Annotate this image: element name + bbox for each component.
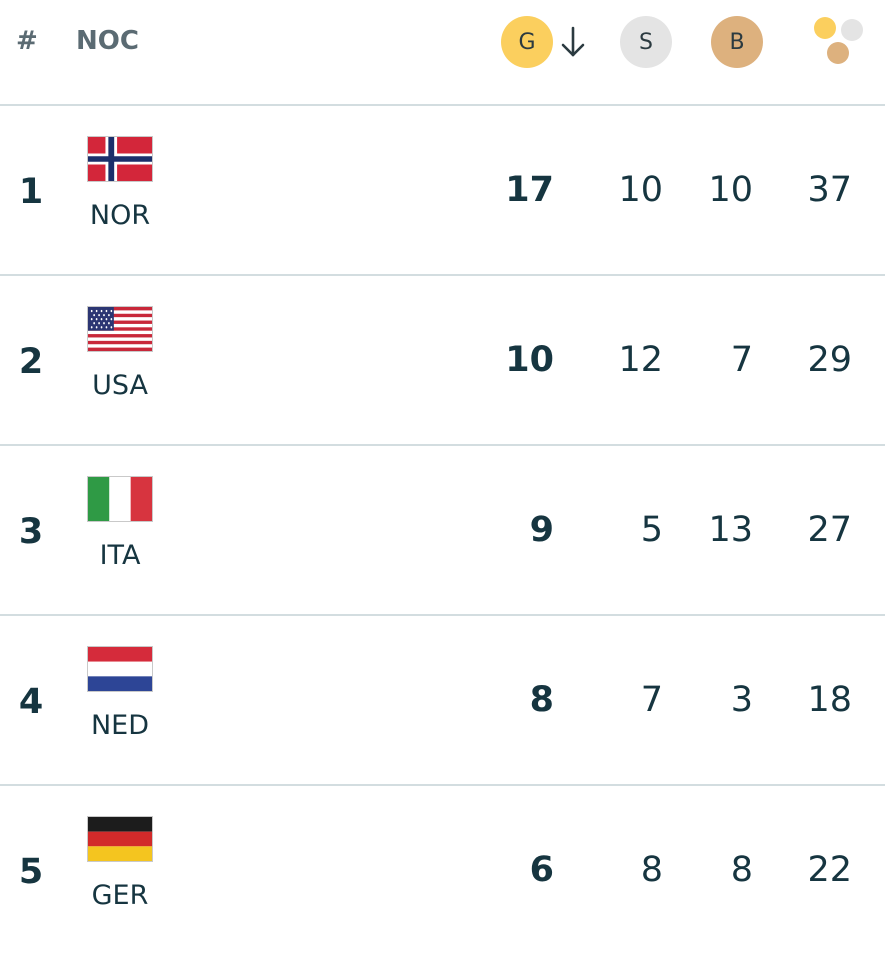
total-count: 29 <box>807 340 852 380</box>
rank-value: 1 <box>18 172 44 212</box>
row-divider <box>0 784 885 786</box>
silver-count: 7 <box>640 680 663 720</box>
table-row[interactable]: 1 NOR 17 10 10 37 <box>0 106 885 274</box>
gold-count: 10 <box>505 340 554 380</box>
flag-italy <box>87 476 153 522</box>
rank-value: 5 <box>18 852 44 892</box>
gold-count: 8 <box>529 680 554 720</box>
bronze-column-header[interactable]: B <box>711 16 763 68</box>
flag-norway <box>87 136 153 182</box>
medal-table: # NOC G S B 1 <box>0 0 885 911</box>
silver-column-header[interactable]: S <box>620 16 672 68</box>
gold-count: 17 <box>505 170 554 210</box>
arrow-down-icon[interactable] <box>559 24 587 60</box>
row-divider <box>0 444 885 446</box>
noc-column-header[interactable]: NOC <box>76 26 139 56</box>
total-count: 18 <box>807 680 852 720</box>
total-count: 37 <box>807 170 852 210</box>
bronze-count: 10 <box>708 170 753 210</box>
total-count: 27 <box>807 510 852 550</box>
bronze-count: 7 <box>730 340 753 380</box>
bronze-count: 3 <box>730 680 753 720</box>
row-divider <box>0 104 885 106</box>
row-divider <box>0 614 885 616</box>
table-header: # NOC G S B <box>0 0 885 104</box>
silver-count: 12 <box>618 340 663 380</box>
table-row[interactable]: 3 ITA 9 5 13 27 <box>0 446 885 614</box>
noc-code[interactable]: ITA <box>99 540 141 571</box>
silver-count: 8 <box>640 850 663 890</box>
rank-column-header[interactable]: # <box>16 26 38 56</box>
bronze-count: 8 <box>730 850 753 890</box>
rank-value: 2 <box>18 342 44 382</box>
noc-code[interactable]: USA <box>92 370 148 401</box>
noc-code[interactable]: GER <box>91 880 149 911</box>
table-row[interactable]: 2 USA 10 1 <box>0 276 885 444</box>
gold-count: 9 <box>529 510 554 550</box>
flag-usa <box>87 306 153 352</box>
bronze-count: 13 <box>708 510 753 550</box>
gold-count: 6 <box>529 850 554 890</box>
silver-count: 10 <box>618 170 663 210</box>
rank-value: 4 <box>18 682 44 722</box>
silver-count: 5 <box>640 510 663 550</box>
table-row[interactable]: 5 GER 6 8 8 22 <box>0 786 885 954</box>
total-count: 22 <box>807 850 852 890</box>
flag-netherlands <box>87 646 153 692</box>
rank-value: 3 <box>18 512 44 552</box>
gold-column-header[interactable]: G <box>501 16 553 68</box>
noc-code[interactable]: NOR <box>89 200 151 231</box>
table-row[interactable]: 4 NED 8 7 3 18 <box>0 616 885 784</box>
row-divider <box>0 274 885 276</box>
flag-germany <box>87 816 153 862</box>
medals-total-icon[interactable] <box>812 16 866 70</box>
noc-code[interactable]: NED <box>90 710 150 741</box>
